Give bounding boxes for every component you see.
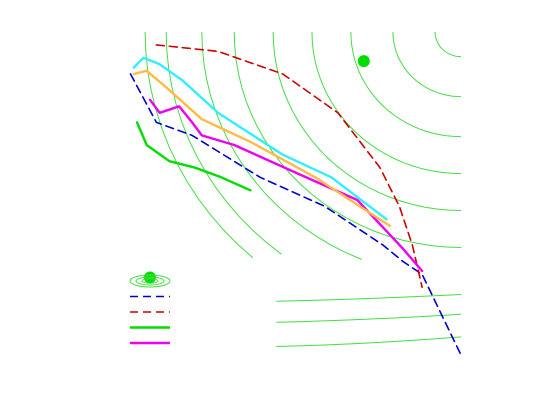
- series-line: [135, 121, 252, 192]
- contour-line: [276, 294, 462, 302]
- legend-contour-ring: [141, 278, 159, 284]
- contour-line: [272, 31, 462, 211]
- contour-lines: [144, 31, 462, 347]
- contour-line: [144, 31, 254, 258]
- legend: [129, 274, 171, 345]
- contour-line: [350, 31, 462, 138]
- series-line: [148, 98, 424, 273]
- contour-line: [201, 31, 362, 260]
- legend-contour-ring: [129, 274, 171, 288]
- target-point: [357, 55, 370, 68]
- points-group: [143, 55, 370, 284]
- contour-line: [434, 31, 461, 58]
- series-line: [132, 69, 391, 228]
- contour-line: [165, 31, 282, 255]
- contour-line: [276, 336, 462, 347]
- series-line: [155, 44, 423, 289]
- legend-contour-icon: [129, 274, 171, 288]
- contour-line: [233, 31, 462, 248]
- contour-line: [311, 31, 462, 175]
- series-line: [129, 73, 462, 356]
- contour-line: [392, 31, 462, 98]
- contour-line: [276, 313, 462, 323]
- legend-contour-ring: [135, 276, 165, 286]
- series-group: [129, 44, 462, 356]
- series-line: [132, 56, 388, 221]
